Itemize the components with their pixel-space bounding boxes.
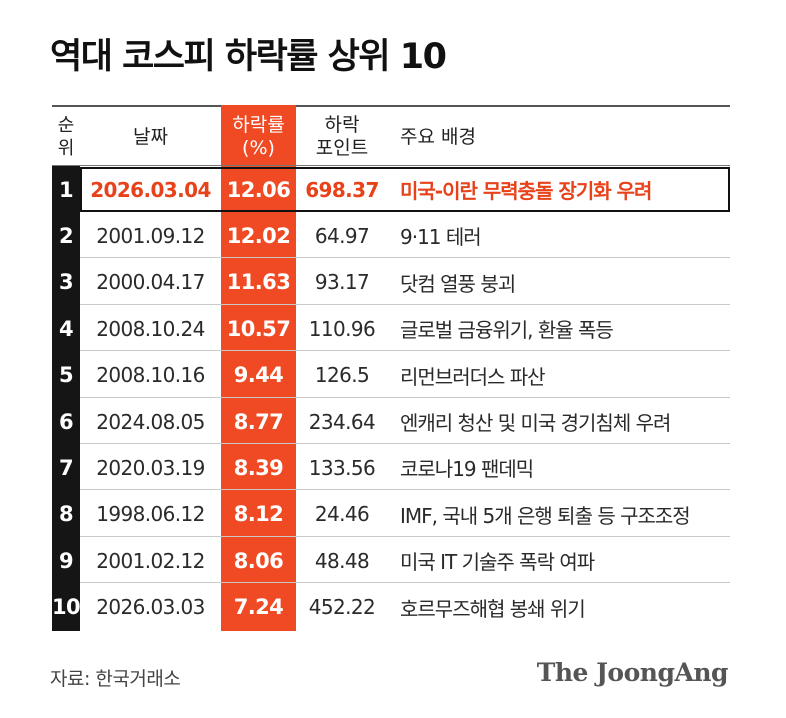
row-divider	[80, 396, 730, 398]
header-background: 주요 배경	[400, 125, 476, 148]
rate-cell: 12.06	[226, 177, 291, 202]
date-cell: 2026.03.03	[96, 595, 205, 620]
date-cell: 2026.03.04	[90, 177, 211, 202]
background-cell: 엔캐리 청산 및 미국 경기침체 우려	[400, 411, 671, 435]
table-row: 2 2001.09.12 12.02 64.97 9·11 테러	[52, 213, 730, 259]
points-cell: 452.22	[308, 595, 376, 620]
points-cell: 110.96	[308, 316, 376, 341]
rank-cell: 1	[58, 177, 74, 202]
date-cell: 2024.08.05	[96, 409, 205, 434]
table-row: 3 2000.04.17 11.63 93.17 닷컴 열풍 붕괴	[52, 260, 730, 305]
rate-cell: 8.12	[233, 502, 284, 527]
row-divider	[80, 257, 730, 259]
header-divider	[52, 165, 730, 166]
background-cell: 코로나19 팬데믹	[400, 457, 534, 482]
rate-cell: 8.77	[233, 409, 284, 434]
background-cell: 미국-이란 무력충돌 장기화 우려	[400, 179, 652, 203]
background-cell: 9·11 테러	[400, 225, 482, 250]
header-rate: 하락률 (%)	[221, 109, 296, 165]
date-cell: 2000.04.17	[96, 270, 205, 295]
ranking-table: 순 위 날짜 하락률 (%) 하락 포인트 주요 배경 1 2026.03.04 1…	[52, 105, 730, 631]
table-row: 1 2026.03.04 12.06 698.37 미국-이란 무력충돌 장기화 우려	[52, 167, 730, 212]
table-row: 9 2001.02.12 8.06 48.48 미국 IT 기술주 폭락 여파	[52, 538, 730, 584]
header-points: 하락 포인트	[296, 109, 388, 165]
header-points-line1: 하락	[324, 114, 360, 136]
date-cell: 2008.10.16	[96, 363, 205, 388]
points-cell: 48.48	[314, 548, 370, 573]
points-cell: 64.97	[314, 223, 370, 248]
rank-cell: 2	[58, 223, 74, 248]
header-rank-line1: 순	[57, 115, 75, 136]
background-cell: 호르무즈해협 봉쇄 위기	[400, 596, 586, 621]
background-cell: IMF, 국내 5개 은행 퇴출 등 구조조정	[400, 503, 691, 528]
header-rate-line1: 하락률	[232, 114, 285, 136]
rate-cell: 8.39	[233, 455, 284, 480]
rank-cell: 9	[58, 548, 74, 573]
table-row: 6 2024.08.05 8.77 234.64 엔캐리 청산 및 미국 경기침체 우려	[52, 399, 730, 444]
rate-cell: 10.57	[226, 316, 291, 341]
date-cell: 1998.06.12	[96, 502, 205, 527]
table-row: 5 2008.10.16 9.44 126.5 리먼브러더스 파산	[52, 353, 730, 398]
background-cell: 글로벌 금융위기, 환율 폭등	[400, 318, 614, 343]
points-cell: 24.46	[314, 502, 370, 527]
header-points-line2: 포인트	[315, 137, 369, 159]
header-rank: 순 위	[52, 109, 80, 165]
header-rank-line2: 위	[57, 138, 75, 159]
date-cell: 2001.09.12	[96, 223, 205, 248]
rate-cell: 7.24	[233, 595, 284, 620]
table-row: 8 1998.06.12 8.12 24.46 IMF, 국내 5개 은행 퇴출 등 구…	[52, 492, 730, 537]
table-top-rule	[52, 105, 730, 107]
rate-cell: 12.02	[226, 223, 291, 248]
rate-cell: 8.06	[233, 548, 284, 573]
rank-cell: 4	[58, 316, 74, 341]
row-divider	[80, 535, 730, 537]
rank-cell: 8	[58, 502, 74, 527]
row-divider	[80, 350, 730, 352]
points-cell: 234.64	[308, 409, 376, 434]
date-cell: 2001.02.12	[96, 548, 205, 573]
date-cell: 2020.03.19	[96, 455, 205, 480]
table-row: 4 2008.10.24 10.57 110.96 글로벌 금융위기, 환율 폭등	[52, 306, 730, 352]
source-note: 자료: 한국거래소	[50, 668, 181, 690]
date-cell: 2008.10.24	[96, 316, 205, 341]
header-date: 날짜	[133, 125, 168, 148]
row-divider	[80, 303, 730, 305]
rank-column-background	[52, 166, 80, 631]
rank-cell: 6	[58, 409, 74, 434]
rank-cell: 10	[51, 595, 81, 620]
header-rate-line2: (%)	[242, 137, 275, 159]
points-cell: 93.17	[314, 270, 370, 295]
background-cell: 닷컴 열풍 붕괴	[400, 271, 516, 296]
table-row: 7 2020.03.19 8.39 133.56 코로나19 팬데믹	[52, 445, 730, 491]
rank-cell: 5	[58, 363, 74, 388]
points-cell: 133.56	[308, 455, 376, 480]
rank-cell: 7	[58, 455, 74, 480]
row-divider	[80, 489, 730, 491]
row-divider	[80, 582, 730, 584]
rate-column-background	[221, 105, 296, 631]
points-cell: 698.37	[305, 177, 379, 202]
row-divider	[80, 211, 730, 212]
background-cell: 리먼브러더스 파산	[400, 364, 546, 389]
publisher-logo: The JoongAng	[536, 658, 729, 687]
rate-cell: 9.44	[233, 363, 284, 388]
row-divider	[80, 443, 730, 444]
rank-cell: 3	[58, 270, 74, 295]
table-row: 10 2026.03.03 7.24 452.22 호르무즈해협 봉쇄 위기	[52, 585, 730, 630]
points-cell: 126.5	[314, 363, 370, 388]
chart-title: 역대 코스피 하락률 상위 10	[50, 37, 447, 77]
background-cell: 미국 IT 기술주 폭락 여파	[400, 550, 595, 575]
rate-cell: 11.63	[226, 270, 291, 295]
